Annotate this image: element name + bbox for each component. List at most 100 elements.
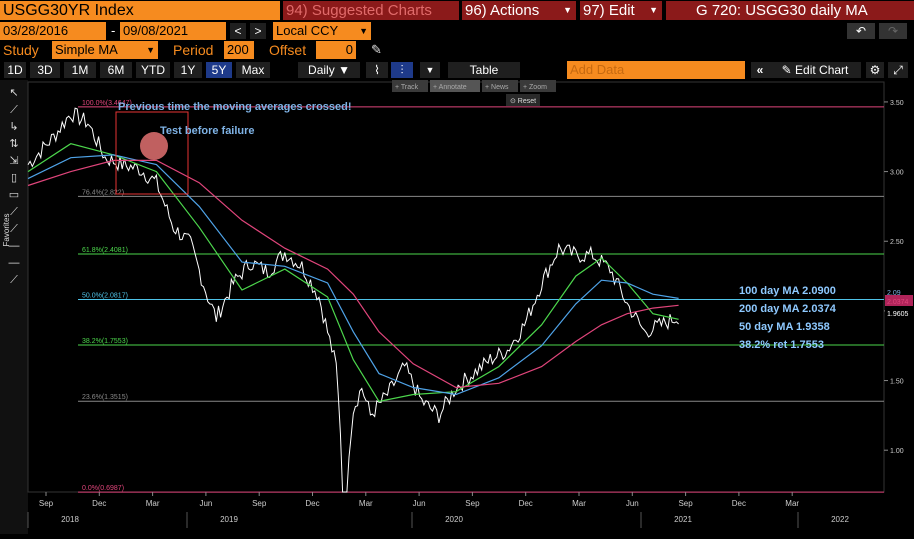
- price-tag: 1.9605: [887, 311, 909, 318]
- mini-tool-label: + Annotate: [433, 84, 467, 91]
- y-tick-label: 1.50: [890, 379, 904, 386]
- price-chart[interactable]: ↖⟋↳⇅⇲▯▭⟋⟋——⟋Favorites+ Track + Annotate + …: [0, 80, 914, 534]
- range-button-1y[interactable]: 1Y: [174, 62, 202, 78]
- settings-icon[interactable]: ⚙: [866, 62, 884, 78]
- tool-icon: ↖: [9, 87, 18, 99]
- chevron-down-icon: ▼: [359, 26, 368, 36]
- offset-field[interactable]: 0: [316, 41, 356, 59]
- series-50-day-ma: [27, 143, 679, 403]
- annotation-box: [115, 111, 189, 195]
- range-button-1m[interactable]: 1M: [64, 62, 96, 78]
- price-tag-bg: [885, 295, 913, 306]
- line-chart-icon[interactable]: ⌇: [366, 62, 388, 78]
- left-toolbar: [0, 80, 28, 534]
- x-tick-label: Sep: [252, 499, 267, 508]
- fib-label: 0.0%(0.6987): [82, 485, 124, 492]
- range-button-6m[interactable]: 6M: [100, 62, 132, 78]
- x-tick-label: Dec: [732, 499, 746, 508]
- range-button-max[interactable]: Max: [236, 62, 270, 78]
- legend-entry: 100 day MA 2.0900: [739, 285, 836, 297]
- redo-icon[interactable]: ↷: [879, 23, 907, 39]
- currency-label: Local CCY: [276, 23, 339, 38]
- prev-arrow-icon[interactable]: <: [230, 23, 246, 39]
- offset-label: Offset: [269, 42, 307, 58]
- x-year-label: 2022: [831, 515, 849, 524]
- y-tick-label: 3.00: [890, 170, 904, 177]
- frequency-label: Daily: [308, 63, 335, 77]
- mini-tool-label: + Zoom: [523, 84, 547, 91]
- y-tick-label: 3.50: [890, 100, 904, 107]
- range-button-1d[interactable]: 1D: [4, 62, 26, 78]
- study-bar: Study Simple MA ▼ Period 200 Offset 0 ✎: [0, 41, 914, 60]
- range-bar: 1D 3D 1M 6M YTD 1Y 5Y Max Daily ▼ ⌇ ⫶ ▼ Table A…: [0, 60, 914, 80]
- chevron-down-icon: ▼: [649, 5, 658, 15]
- y-tick-label: 1.00: [890, 448, 904, 455]
- actions-menu[interactable]: 96) Actions ▼: [462, 1, 576, 20]
- tool-icon: ▯: [11, 172, 17, 184]
- pencil-icon[interactable]: ✎: [371, 42, 382, 57]
- tool-icon: ↳: [9, 121, 18, 133]
- reset-label: ⊙ Reset: [510, 98, 536, 105]
- range-button-ytd[interactable]: YTD: [136, 62, 170, 78]
- table-button[interactable]: Table: [448, 62, 520, 78]
- tool-icon: —: [9, 257, 20, 269]
- annotation-test: Test before failure: [160, 125, 255, 137]
- frequency-select[interactable]: Daily ▼: [298, 62, 360, 78]
- mini-tool-track: [392, 80, 428, 92]
- x-year-label: 2021: [674, 515, 692, 524]
- start-date-field[interactable]: 03/28/2016: [0, 22, 106, 40]
- mini-tool-news: [482, 80, 518, 92]
- edit-menu[interactable]: 97) Edit ▼: [580, 1, 662, 20]
- fib-label: 76.4%(2.822): [82, 189, 124, 196]
- price-tag: 2.0374: [887, 299, 909, 306]
- study-value: Simple MA: [55, 42, 118, 57]
- collapse-icon[interactable]: «: [751, 62, 769, 78]
- x-year-label: 2020: [445, 515, 463, 524]
- next-arrow-icon[interactable]: >: [250, 23, 266, 39]
- chevron-down-icon[interactable]: ▼: [420, 62, 440, 78]
- fib-label: 100.0%(3.4647): [82, 100, 132, 107]
- end-date-field[interactable]: 09/08/2021: [120, 22, 226, 40]
- edit-pencil-icon: ✎: [781, 63, 792, 77]
- mini-tool-label: + News: [485, 84, 509, 91]
- add-data-field[interactable]: Add Data: [567, 61, 745, 79]
- date-bar: 03/28/2016 - 09/08/2021 < > Local CCY ▼ ↶…: [0, 21, 914, 41]
- study-select[interactable]: Simple MA ▼: [52, 41, 158, 59]
- currency-select[interactable]: Local CCY ▼: [273, 22, 371, 40]
- expand-icon[interactable]: ⤢: [888, 62, 908, 78]
- tool-icon: ⟋: [10, 274, 18, 286]
- x-tick-label: Dec: [519, 499, 533, 508]
- series-100-day-ma: [27, 154, 679, 396]
- x-year-label: 2019: [220, 515, 238, 524]
- price-tag: 2.09: [887, 290, 901, 297]
- x-year-label: 2018: [61, 515, 79, 524]
- legend-entry: 50 day MA 1.9358: [739, 321, 830, 333]
- suggested-charts-button[interactable]: 94) Suggested Charts: [283, 1, 459, 20]
- edit-chart-label: Edit Chart: [795, 63, 849, 77]
- tool-icon: ▭: [9, 189, 19, 201]
- date-separator: -: [111, 23, 116, 38]
- x-tick-label: Sep: [465, 499, 480, 508]
- tool-icon: —: [9, 240, 20, 252]
- annotation-crossed: Previous time the moving averages crosse…: [118, 101, 352, 113]
- period-field[interactable]: 200: [224, 41, 254, 59]
- edit-chart-button[interactable]: ✎ Edit Chart: [769, 62, 861, 78]
- study-label: Study: [3, 42, 39, 58]
- price-tag-bg: [885, 286, 913, 297]
- legend-entry: 200 day MA 2.0374: [739, 303, 837, 315]
- header-bar: USGG30YR Index 94) Suggested Charts 96) …: [0, 0, 914, 21]
- period-label: Period: [173, 42, 214, 58]
- chart-area[interactable]: ↖ ⟋ ↳ ⇅ ⇲ ▯ ▭ ⟋ ⟋ — — ⟋ Favorites + Track + Annotate + …: [0, 80, 914, 534]
- range-button-3d[interactable]: 3D: [30, 62, 60, 78]
- undo-icon[interactable]: ↶: [847, 23, 875, 39]
- edit-label: 97) Edit: [583, 2, 635, 19]
- range-button-5y[interactable]: 5Y: [206, 62, 232, 78]
- x-tick-label: Mar: [572, 499, 586, 508]
- bar-chart-icon[interactable]: ⫶: [391, 62, 413, 78]
- fib-label: 61.8%(2.4081): [82, 247, 128, 254]
- price-tag-bg: [885, 307, 913, 318]
- actions-label: 96) Actions: [465, 2, 540, 19]
- mini-tool-zoom: [520, 80, 556, 92]
- tool-icon: ⟋: [10, 223, 18, 235]
- ticker-field[interactable]: USGG30YR Index: [0, 1, 280, 20]
